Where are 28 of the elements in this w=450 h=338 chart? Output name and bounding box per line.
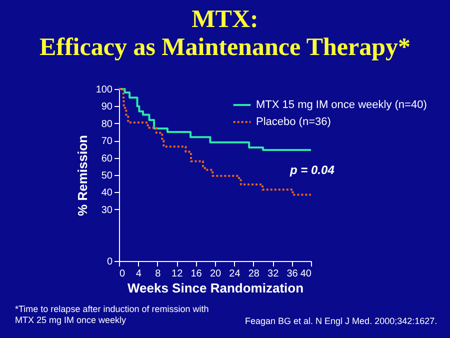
legend-label: Placebo (n=36)	[256, 116, 331, 128]
annotation: p = 0.04	[289, 163, 335, 177]
x-tick-label: 0	[120, 268, 126, 280]
y-tick-label: 90	[101, 102, 113, 113]
y-tick-label: 80	[101, 118, 113, 130]
x-tick-label: 24	[229, 268, 241, 280]
y-tick-label: 100	[96, 84, 113, 96]
y-tick-label: 50	[101, 170, 113, 182]
x-tick-label: 20	[210, 268, 222, 280]
x-tick-label: 28	[248, 268, 260, 280]
y-tick-label: 60	[101, 153, 113, 164]
y-tick-label: 40	[101, 188, 113, 199]
y-tick-label: 0	[106, 256, 113, 268]
x-axis-title: Weeks Since Randomization	[127, 280, 304, 296]
x-tick-label: 12	[172, 268, 184, 280]
x-tick-label: 8	[155, 268, 162, 280]
x-tick-label: 36	[286, 268, 298, 280]
x-tick-label: 32	[268, 268, 280, 280]
x-tick-label: 16	[190, 268, 202, 280]
y-tick-label: 30	[101, 204, 113, 216]
y-tick-label: 70	[101, 136, 113, 148]
legend-label: MTX 15 mg IM once weekly (n=40)	[256, 99, 427, 111]
text: *Time to relapse after induction of remission with MTX 25 mg IM once weekly	[15, 304, 209, 325]
text: Feagan BG et al. N Engl J Med. 2000;342:1627.	[245, 316, 438, 326]
x-tick-label: 4	[136, 268, 142, 280]
x-tick-label: 40	[300, 268, 312, 280]
chart-title: MTX: Efficacy as Maintenance Therapy*	[39, 6, 411, 61]
y-axis-title: % Remission	[74, 134, 90, 216]
